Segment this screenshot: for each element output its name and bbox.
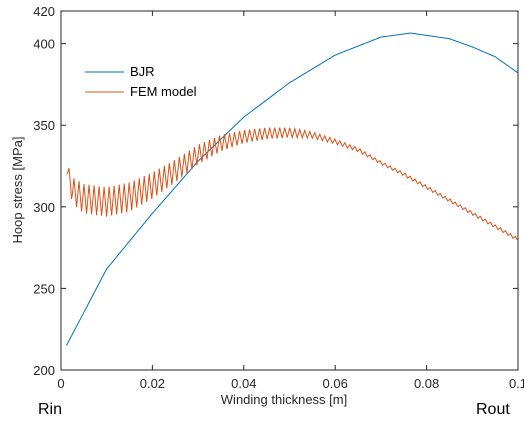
y-axis-label: Hoop stress [MPa]: [10, 137, 25, 244]
series-line-bjr: [66, 32, 519, 346]
x-tick-label: 0.06: [323, 376, 348, 391]
y-tick-label: 420: [33, 4, 55, 19]
plot-area-frame: [60, 10, 519, 371]
x-axis-label: Winding thickness [m]: [221, 392, 347, 407]
series-line-fem-model: [66, 126, 519, 242]
x-tick-label: 0: [57, 376, 64, 391]
x-tick-label: 0.1: [509, 376, 524, 391]
y-tick-label: 400: [33, 37, 55, 52]
y-tick-label: 300: [33, 200, 55, 215]
x-tick-label: 0.04: [231, 376, 256, 391]
rout-label: Rout: [476, 401, 510, 418]
y-tick-label: 200: [33, 363, 55, 378]
legend-label-fem: FEM model: [130, 84, 197, 99]
rin-label: Rin: [38, 401, 63, 418]
y-tick-label: 350: [33, 118, 55, 133]
y-tick-label: 250: [33, 281, 55, 296]
legend: BJR FEM model: [85, 64, 197, 99]
x-tick-label: 0.02: [140, 376, 165, 391]
legend-label-bjr: BJR: [130, 64, 155, 79]
x-tick-label: 0.08: [414, 376, 439, 391]
